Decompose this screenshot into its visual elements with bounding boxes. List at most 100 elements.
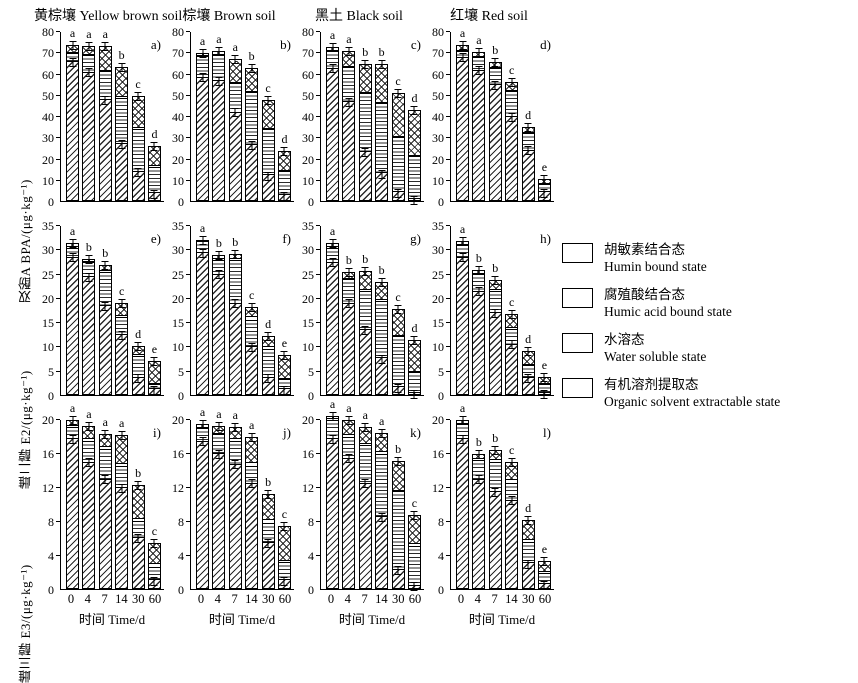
y-tick-mark bbox=[316, 225, 320, 226]
bar-group: a bbox=[472, 32, 486, 201]
y-tick-label: 25 bbox=[42, 267, 54, 282]
x-tick-label: 7 bbox=[361, 592, 368, 606]
bar-segment-hlines bbox=[83, 441, 95, 463]
bar-segment-crosshatch bbox=[376, 64, 388, 104]
y-tick-label: 35 bbox=[302, 219, 314, 233]
y-tick-label: 5 bbox=[438, 364, 444, 379]
y-tick-mark bbox=[316, 370, 320, 372]
hlines-pattern-swatch-icon bbox=[562, 288, 593, 308]
y-tick-label: 5 bbox=[178, 364, 184, 379]
stacked-bar bbox=[521, 350, 535, 395]
y-tick-label: 0 bbox=[308, 389, 314, 403]
significance-letter: d bbox=[525, 108, 532, 123]
stacked-bar bbox=[115, 66, 129, 201]
significance-letter: d bbox=[135, 326, 142, 341]
bar-segment-plain bbox=[376, 452, 388, 455]
stacked-bar bbox=[326, 46, 339, 201]
significance-letter: a bbox=[329, 223, 336, 238]
bar-segment-diagonal bbox=[327, 262, 338, 394]
bar-segment-hlines bbox=[327, 51, 338, 69]
significance-letter: b bbox=[378, 44, 385, 59]
bar-segment-hlines bbox=[229, 441, 241, 465]
y-tick-label: 12 bbox=[432, 481, 444, 495]
bar-segment-diagonal bbox=[473, 70, 485, 200]
subplot-a: 0 10 20 30 40 50 60 70 80 a) a a a b c d bbox=[34, 25, 164, 209]
y-tick-mark bbox=[186, 249, 190, 251]
y-tick-mark bbox=[186, 52, 190, 54]
bar-segment-plain bbox=[229, 83, 241, 85]
y-tick-label: 50 bbox=[432, 88, 444, 103]
stacked-bar bbox=[277, 354, 291, 395]
y-tick-mark bbox=[186, 273, 190, 275]
bar-segment-crosshatch bbox=[67, 243, 78, 248]
y-tick-label: 0 bbox=[48, 195, 54, 209]
significance-letter: a bbox=[102, 26, 108, 41]
bar-group: a bbox=[98, 28, 112, 201]
y-tick-mark bbox=[186, 555, 190, 556]
bar-segment-hlines bbox=[83, 56, 95, 73]
bar-segment-diagonal bbox=[197, 441, 208, 588]
y-tick-label: 5 bbox=[48, 364, 54, 379]
panel-label: g) bbox=[410, 231, 421, 246]
bar-segment-plain bbox=[522, 364, 534, 367]
subplot-i: 0 4 8 12 16 20 i) a a a a b c 0 4 7 14 30 60 时间 Time/d bbox=[34, 402, 164, 627]
y-tick-mark bbox=[446, 322, 450, 324]
y-tick-mark bbox=[446, 521, 450, 522]
bar-segment-diagonal bbox=[473, 479, 485, 588]
plot-area: e) a b b c d e bbox=[60, 225, 164, 396]
y-axis: 0 10 20 30 40 50 60 70 80 bbox=[34, 25, 60, 209]
y-tick-label: 70 bbox=[302, 46, 314, 61]
stacked-bar bbox=[407, 340, 421, 395]
bar-group: b bbox=[358, 226, 372, 395]
bar-group: b bbox=[488, 32, 502, 201]
x-tick-label: 30 bbox=[131, 592, 145, 606]
x-tick-label: 14 bbox=[245, 592, 258, 606]
y-tick-label: 20 bbox=[172, 152, 184, 167]
bar-group: c bbox=[505, 32, 519, 201]
x-tick-labels: 0 4 7 14 30 60 bbox=[320, 590, 424, 607]
figure: 黄棕壤 Yellow brown soil 棕壤 Brown soil 黑土 B… bbox=[14, 6, 554, 683]
significance-letter: a bbox=[69, 401, 76, 415]
significance-letter: d bbox=[411, 321, 418, 336]
bar-segment-crosshatch bbox=[506, 314, 518, 329]
bar-group: a bbox=[212, 408, 226, 589]
y-tick-label: 8 bbox=[178, 515, 184, 529]
bar-segment-plain bbox=[408, 371, 420, 374]
y-tick-label: 5 bbox=[308, 364, 314, 379]
bar-segment-hlines bbox=[278, 380, 290, 390]
y-axis: 0 10 20 30 40 50 60 70 80 bbox=[294, 25, 320, 209]
bar-segment-hlines bbox=[408, 373, 420, 393]
bar-segment-plain bbox=[132, 355, 144, 357]
bar-segment-plain bbox=[343, 278, 355, 280]
bar-segment-hlines bbox=[246, 92, 258, 145]
bar-segment-plain bbox=[213, 433, 225, 436]
stacked-bar bbox=[196, 53, 209, 201]
bar-segment-plain bbox=[376, 299, 388, 302]
stacked-bar bbox=[196, 424, 209, 589]
bar-segment-hlines bbox=[376, 454, 388, 518]
bar-segment-crosshatch bbox=[408, 515, 420, 545]
significance-letter: a bbox=[199, 220, 206, 235]
bar-segment-crosshatch bbox=[83, 259, 95, 263]
legend-label-en: Humin bound state bbox=[604, 259, 707, 274]
bar-segment-hlines bbox=[522, 134, 534, 151]
bar-segment-plain bbox=[538, 571, 550, 574]
bar-segment-crosshatch bbox=[148, 362, 160, 384]
y-tick-label: 60 bbox=[302, 67, 314, 82]
bar-segment-plain bbox=[67, 247, 78, 249]
significance-letter: d bbox=[411, 91, 418, 106]
bar-segment-hlines bbox=[359, 446, 371, 484]
bar-segment-crosshatch bbox=[489, 450, 501, 460]
stacked-bar bbox=[472, 270, 486, 395]
bar-group: b bbox=[488, 226, 502, 395]
significance-letter: b bbox=[362, 44, 369, 59]
y-tick-mark bbox=[56, 116, 60, 117]
stacked-bar bbox=[326, 242, 339, 395]
bar-segment-diagonal bbox=[262, 542, 274, 588]
significance-letter: b bbox=[492, 261, 499, 276]
stacked-bar bbox=[115, 435, 129, 589]
y-tick-mark bbox=[316, 249, 320, 251]
y-tick-mark bbox=[186, 453, 190, 454]
